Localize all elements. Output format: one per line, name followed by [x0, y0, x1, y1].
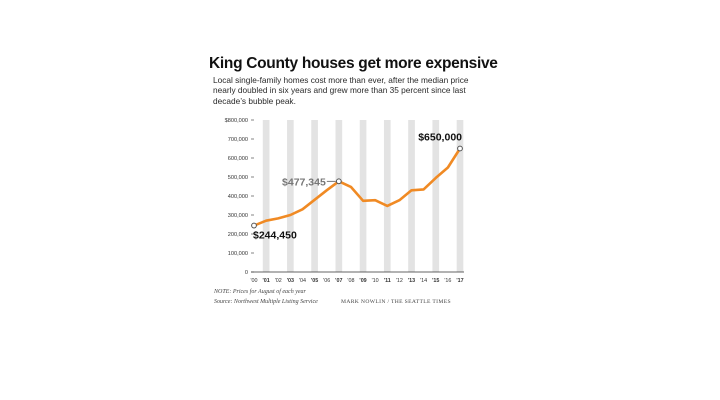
annotation-label: $477,345	[282, 176, 326, 188]
chart-title: King County houses get more expensive	[209, 55, 498, 72]
year-band	[311, 120, 318, 272]
year-band	[335, 120, 343, 272]
x-tick-label: '15	[432, 278, 439, 284]
x-tick-label: '12	[396, 278, 403, 284]
year-band	[287, 120, 294, 272]
y-tick-label: 700,000	[228, 137, 248, 143]
x-tick-label: '13	[408, 278, 415, 284]
x-tick-label: '02	[275, 278, 282, 284]
annotation-label: $244,450	[253, 230, 297, 242]
annotation-point	[457, 145, 463, 152]
year-band	[432, 120, 440, 272]
line-chart: 0 100,000 200,000 300,000 400,000 500,000 600,…	[225, 118, 464, 284]
y-tick-label: 400,000	[228, 194, 248, 200]
x-tick-label: '16	[444, 278, 451, 284]
annotation-label: $650,000	[418, 132, 462, 144]
y-tick-label: 600,000	[228, 156, 248, 162]
annotation-point	[251, 222, 257, 229]
x-tick-label: '10	[372, 278, 379, 284]
y-tick-label: 0	[245, 270, 248, 276]
y-tick-label: 500,000	[228, 175, 248, 181]
year-band	[262, 120, 270, 272]
y-tick-label: $800,000	[225, 118, 248, 124]
x-tick-label: '01	[262, 278, 269, 284]
year-band	[359, 120, 367, 272]
x-tick-label: '17	[456, 278, 463, 284]
chart-credit: MARK NOWLIN / THE SEATTLE TIMES	[341, 299, 451, 305]
year-band	[408, 120, 415, 272]
y-tick-label: 300,000	[228, 213, 248, 219]
x-tick-label: '05	[311, 278, 318, 284]
annotation-point	[335, 178, 342, 185]
x-tick-label: '03	[287, 278, 294, 284]
x-tick-label: '08	[347, 278, 354, 284]
year-band	[456, 120, 464, 272]
chart-subtitle: Local single-family homes cost more than…	[213, 75, 469, 106]
chart-note: NOTE: Prices for August of each year	[214, 289, 306, 295]
x-tick-label: '04	[299, 278, 306, 284]
x-tick-label: '09	[359, 278, 366, 284]
x-tick-label: '11	[384, 278, 391, 284]
year-band	[383, 120, 391, 272]
chart-figure: King County houses get more expensive Lo…	[200, 50, 498, 320]
x-tick-label: '06	[323, 278, 330, 284]
x-tick-label: '14	[420, 278, 427, 284]
x-tick-label: '07	[335, 278, 342, 284]
x-tick-label: '00	[250, 278, 257, 284]
y-tick-label: 100,000	[228, 251, 248, 257]
chart-source: Source: Northwest Multiple Listing Servi…	[214, 299, 318, 305]
price-line	[252, 147, 462, 227]
y-tick-label: 200,000	[228, 232, 248, 238]
